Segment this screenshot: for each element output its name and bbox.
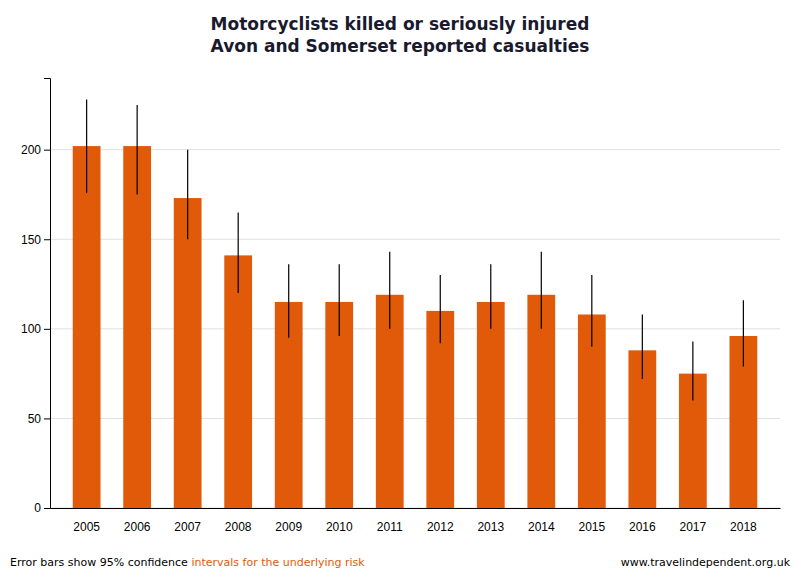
x-tick: 2011 (377, 520, 403, 534)
y-tick-mark (44, 329, 50, 330)
y-tick-mark (44, 508, 50, 509)
error-bar (692, 341, 693, 400)
x-tick: 2018 (730, 520, 757, 534)
bar (123, 146, 151, 508)
bar (73, 146, 101, 508)
y-axis-line (44, 79, 51, 509)
x-tick: 2010 (326, 520, 353, 534)
y-tick-mark (44, 239, 50, 240)
x-tick-label: 2017 (680, 520, 707, 534)
footnote-part: Error bars show 95% confidence (10, 556, 191, 569)
x-tick-label: 2016 (629, 520, 656, 534)
x-tick: 2015 (578, 520, 605, 534)
x-tick-label: 2013 (477, 520, 504, 534)
y-tick: 200 (21, 143, 50, 157)
error-bar (187, 150, 188, 240)
x-tick-label: 2012 (427, 520, 454, 534)
y-tick: 150 (21, 233, 50, 247)
x-tick-label: 2018 (730, 520, 757, 534)
x-tick-label: 2009 (275, 520, 302, 534)
title: Motorcyclists killed or seriously injure… (211, 14, 590, 34)
error-bar (137, 105, 138, 195)
grid (50, 150, 780, 508)
plot: 0 50 100 150 200 2005 2006 2007 2008 2009 2010 2011… (21, 79, 781, 535)
bar (224, 255, 252, 508)
grid-line (50, 149, 780, 150)
x-tick: 2016 (629, 520, 656, 534)
x-tick-label: 2014 (528, 520, 555, 534)
y-tick: 50 (28, 412, 50, 426)
x-tick-label: 2006 (124, 520, 151, 534)
error-bar (642, 315, 643, 380)
x-tick: 2013 (477, 520, 504, 534)
x-tick-label: 2005 (73, 520, 100, 534)
y-tick-label: 0 (34, 501, 41, 515)
grid-line (50, 508, 780, 509)
y-axis: 0 50 100 150 200 (21, 79, 51, 516)
error-bar (389, 252, 390, 329)
error-bar (743, 300, 744, 366)
error-bar (440, 275, 441, 343)
grid-line (50, 239, 780, 240)
error-bar (541, 252, 542, 329)
x-tick-label: 2008 (225, 520, 252, 534)
x-tick-label: 2015 (578, 520, 605, 534)
footnote: Error bars show 95% confidence intervals… (10, 556, 365, 569)
footnote-part: intervals for the underlying risk (191, 556, 365, 569)
x-tick-label: 2007 (174, 520, 201, 534)
error-bar (238, 212, 239, 293)
x-tick-label: 2010 (326, 520, 353, 534)
x-tick: 2005 (73, 520, 100, 534)
chart: 0 50 100 150 200 2005 2006 2007 2008 2009 2010 2011… (0, 0, 800, 580)
y-tick: 0 (34, 501, 50, 515)
y-tick-label: 150 (21, 233, 41, 247)
x-axis-line (51, 508, 781, 509)
footnote-right: www.travelindependent.org.uk (621, 556, 791, 569)
x-tick: 2007 (174, 520, 201, 534)
y-tick-mark (44, 150, 50, 151)
subtitle: Avon and Somerset reported casualties (211, 36, 590, 56)
x-tick: 2009 (275, 520, 302, 534)
error-bar (490, 264, 491, 329)
y-tick-label: 50 (28, 412, 42, 426)
y-tick: 100 (21, 322, 50, 336)
x-tick: 2017 (680, 520, 707, 534)
grid-line (50, 418, 780, 419)
error-bar (86, 100, 87, 193)
marks (73, 100, 758, 509)
bar (174, 198, 202, 508)
x-tick: 2006 (124, 520, 151, 534)
y-tick-label: 200 (21, 143, 41, 157)
y-tick-mark (44, 418, 50, 419)
y-tick-label: 100 (21, 322, 41, 336)
error-bar (288, 264, 289, 337)
x-tick: 2014 (528, 520, 555, 534)
error-bar (339, 264, 340, 336)
error-bar (591, 275, 592, 347)
x-tick: 2008 (225, 520, 252, 534)
x-tick-label: 2011 (377, 520, 403, 534)
bar (477, 302, 505, 508)
grid-line (50, 328, 780, 329)
x-tick: 2012 (427, 520, 454, 534)
x-axis: 2005 2006 2007 2008 2009 2010 2011 2012 2013 2014… (51, 509, 781, 535)
